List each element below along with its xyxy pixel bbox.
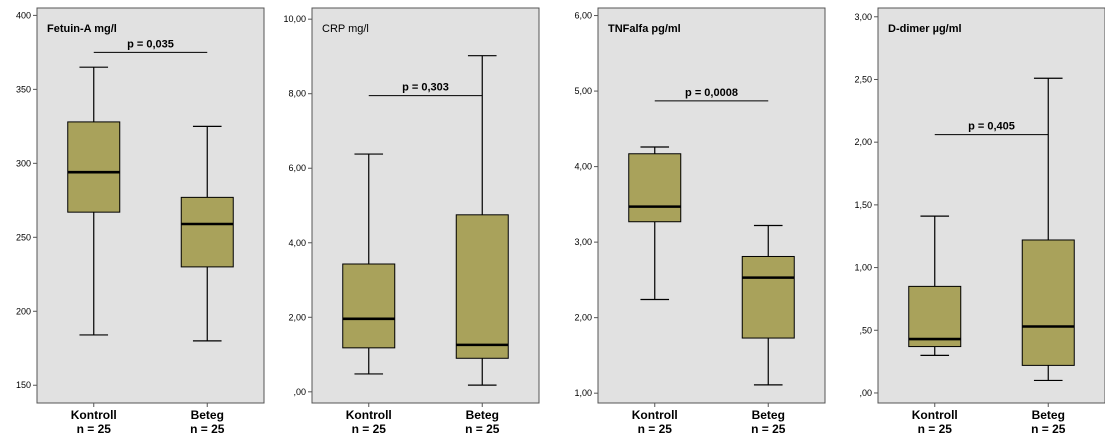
x-tick-sublabel: n = 25 <box>465 422 500 436</box>
x-tick-label: Beteg <box>752 408 785 422</box>
x-tick-sublabel: n = 25 <box>352 422 387 436</box>
y-tick-label: 6,00 <box>288 163 306 173</box>
y-tick-label: ,00 <box>293 387 306 397</box>
y-tick-label: 400 <box>16 10 31 20</box>
x-tick-label: Kontroll <box>71 408 117 422</box>
iqr-box <box>1021 239 1075 366</box>
x-tick-label: Beteg <box>191 408 224 422</box>
x-tick-label: Kontroll <box>912 408 958 422</box>
iqr-box <box>908 285 962 348</box>
p-value-label: p = 0,0008 <box>685 87 738 99</box>
y-tick-label: 1,00 <box>574 388 592 398</box>
y-tick-label: 150 <box>16 380 31 390</box>
y-tick-label: 10,00 <box>283 14 306 24</box>
box-1 <box>342 153 396 375</box>
y-tick-label: ,50 <box>859 325 872 335</box>
box-2 <box>741 224 795 386</box>
y-tick-label: 4,00 <box>288 238 306 248</box>
x-tick-label: Beteg <box>466 408 499 422</box>
iqr-box <box>628 153 682 223</box>
box-2 <box>455 55 509 386</box>
y-tick-label: 2,50 <box>854 74 872 84</box>
p-value-label: p = 0,405 <box>968 121 1015 133</box>
x-tick-sublabel: n = 25 <box>918 422 953 436</box>
x-tick-label: Kontroll <box>632 408 678 422</box>
y-tick-label: 200 <box>16 306 31 316</box>
chart-title: D-dimer µg/ml <box>888 23 962 35</box>
y-tick-label: 3,00 <box>574 237 592 247</box>
y-tick-label: 4,00 <box>574 162 592 172</box>
y-tick-label: 350 <box>16 84 31 94</box>
box-1 <box>908 215 962 356</box>
chart-title: Fetuin-A mg/l <box>47 23 117 35</box>
y-tick-label: 2,00 <box>574 313 592 323</box>
x-tick-sublabel: n = 25 <box>751 422 786 436</box>
y-tick-label: ,00 <box>859 388 872 398</box>
y-tick-label: 5,00 <box>574 86 592 96</box>
y-tick-label: 8,00 <box>288 89 306 99</box>
y-tick-label: 2,00 <box>288 312 306 322</box>
y-tick-label: 2,00 <box>854 137 872 147</box>
x-tick-label: Beteg <box>1032 408 1065 422</box>
iqr-box <box>67 121 121 213</box>
y-tick-label: 250 <box>16 232 31 242</box>
iqr-box <box>180 196 234 268</box>
y-tick-label: 6,00 <box>574 11 592 21</box>
y-tick-label: 1,50 <box>854 200 872 210</box>
box-1 <box>628 146 682 301</box>
box-2 <box>1021 77 1075 382</box>
chart-title: CRP mg/l <box>322 23 369 35</box>
iqr-box <box>455 214 509 359</box>
x-tick-sublabel: n = 25 <box>638 422 673 436</box>
y-tick-label: 300 <box>16 158 31 168</box>
p-value-label: p = 0,303 <box>402 82 449 94</box>
y-tick-label: 3,00 <box>854 12 872 22</box>
x-tick-sublabel: n = 25 <box>190 422 225 436</box>
box-2 <box>180 125 234 342</box>
x-tick-sublabel: n = 25 <box>77 422 112 436</box>
x-tick-sublabel: n = 25 <box>1031 422 1066 436</box>
x-tick-label: Kontroll <box>346 408 392 422</box>
y-tick-label: 1,00 <box>854 263 872 273</box>
iqr-box <box>741 255 795 339</box>
p-value-label: p = 0,035 <box>127 38 174 50</box>
box-1 <box>67 66 121 336</box>
chart-title: TNFalfa pg/ml <box>608 23 681 35</box>
iqr-box <box>342 263 396 349</box>
